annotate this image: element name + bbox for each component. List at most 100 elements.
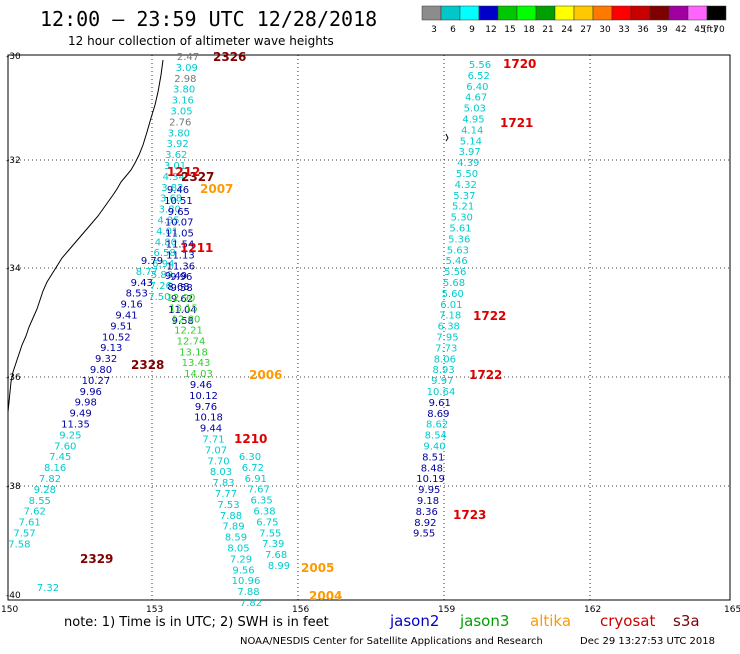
wave-height-labels: 2.473.092.983.803.163.052.763.803.923.62… <box>8 50 536 609</box>
wave-height-value: 7.61 <box>18 518 40 529</box>
wave-height-value: 12.80 <box>172 315 201 326</box>
lon-label: 159 <box>438 605 455 615</box>
wave-height-value: 5.68 <box>443 278 465 289</box>
wave-height-value: 8.62 <box>426 420 448 431</box>
legend-bin-label: 36 <box>637 25 649 35</box>
lon-label: 165 <box>724 605 740 615</box>
satellite-legend-item: jason3 <box>459 612 509 630</box>
wave-height-value: 10.07 <box>165 218 194 229</box>
wave-height-value: 2.98 <box>174 74 196 85</box>
map-title: 12:00 – 23:59 UTC 12/28/2018 <box>40 7 377 31</box>
map-subtitle: 12 hour collection of altimeter wave hei… <box>68 34 334 48</box>
wave-height-value: 5.61 <box>449 224 471 235</box>
legend-swatch <box>516 5 537 21</box>
legend-swatch <box>440 5 461 21</box>
satellite-legend-item: s3a <box>673 612 700 630</box>
footer-note: note: 1) Time is in UTC; 2) SWH is in fe… <box>64 615 329 630</box>
wave-height-value: 7.82 <box>39 474 61 485</box>
wave-height-value: 4.67 <box>465 93 487 104</box>
legend-unit: (ft) <box>703 25 717 35</box>
wave-height-value: 7.70 <box>207 456 229 467</box>
wave-height-value: 7.18 <box>439 311 461 322</box>
wave-height-value: 3.97 <box>458 147 480 158</box>
wave-height-value: 5.46 <box>445 256 467 267</box>
wave-height-value: 8.59 <box>225 533 247 544</box>
wave-height-value: 5.30 <box>451 213 473 224</box>
wave-height-value: 9.96 <box>170 272 192 283</box>
legend-swatch <box>649 5 670 21</box>
wave-height-value: 11.05 <box>165 229 194 240</box>
legend-bin-label: 21 <box>542 25 553 35</box>
wave-height-value: 9.16 <box>120 300 142 311</box>
wave-height-value: 6.01 <box>440 300 462 311</box>
wave-height-value: 7.77 <box>215 489 237 500</box>
legend-bin-label: 39 <box>656 25 668 35</box>
pass-time-label: 2004 <box>309 589 342 603</box>
wave-height-value: 8.54 <box>425 431 447 442</box>
legend-swatch <box>687 5 708 21</box>
wave-height-value: 8.51 <box>422 452 444 463</box>
wave-height-value: 7.88 <box>220 511 242 522</box>
wave-height-value: 6.94 <box>152 259 174 270</box>
lon-label: 162 <box>584 605 601 615</box>
wave-height-value: 5.56 <box>469 60 491 71</box>
wave-height-value: 11.36 <box>166 261 195 272</box>
wave-height-value: 3.05 <box>170 107 192 118</box>
wave-height-value: 3.80 <box>173 85 195 96</box>
wave-height-value: 7.50 <box>148 292 170 303</box>
wave-height-value: 7.57 <box>13 529 35 540</box>
pass-time-label: 1723 <box>453 508 486 522</box>
legend-swatch <box>459 5 480 21</box>
satellite-legend-item: cryosat <box>600 612 655 630</box>
wave-height-value: 7.53 <box>217 500 239 511</box>
wave-height-value: 7.82 <box>240 598 262 609</box>
wave-height-value: 7.07 <box>205 445 227 456</box>
footer-credit: NOAA/NESDIS Center for Satellite Applica… <box>240 636 543 647</box>
legend-swatch <box>554 5 575 21</box>
color-legend: 3 6 9 12 15 18 21 24 27 30 33 36 39 42 45 70 <box>421 5 727 35</box>
pass-time-label: 2007 <box>200 182 233 196</box>
wave-height-value: 7.68 <box>265 550 287 561</box>
wave-height-value: 9.55 <box>413 529 435 540</box>
legend-bin-label: 3 <box>431 25 437 35</box>
wave-height-value: 8.69 <box>427 409 449 420</box>
wave-height-value: 7.83 <box>212 478 234 489</box>
wave-height-value: 13.15 <box>169 304 198 315</box>
legend-bin-label: 24 <box>561 25 573 35</box>
wave-height-value: 5.14 <box>460 136 482 147</box>
wave-height-value: 4.39 <box>457 158 479 169</box>
wave-height-value: 7.88 <box>237 587 259 598</box>
legend-swatch <box>421 5 442 21</box>
wave-height-value: 4.95 <box>462 115 484 126</box>
wave-height-value: 4.34 <box>163 172 185 183</box>
wave-height-value: 8.06 <box>434 354 456 365</box>
wave-height-value: 7.73 <box>435 343 457 354</box>
pass-time-label: 1210 <box>234 432 267 446</box>
wave-height-value: 7.62 <box>24 507 46 518</box>
legend-bin-label: 18 <box>523 25 535 35</box>
wave-height-value: 9.44 <box>200 424 222 435</box>
wave-height-value: 10.96 <box>232 576 261 587</box>
wave-height-value: 12.90 <box>167 293 196 304</box>
wave-height-value: 4.01 <box>156 226 178 237</box>
lat-label: -30 <box>6 52 21 62</box>
wave-height-value: 5.50 <box>456 169 478 180</box>
wave-height-value: 7.45 <box>49 452 71 463</box>
wave-height-value: 7.26 <box>150 281 172 292</box>
lat-label: -36 <box>6 373 21 383</box>
satellite-legend-item: altika <box>530 612 571 630</box>
wave-height-value: 9.58 <box>170 283 192 294</box>
pass-time-label: 2329 <box>80 552 113 566</box>
legend-swatch <box>668 5 689 21</box>
wave-height-value: 6.72 <box>242 463 264 474</box>
wave-height-value: 7.29 <box>230 554 252 565</box>
wave-height-value: 8.03 <box>210 467 232 478</box>
wave-height-value: 6.38 <box>438 322 460 333</box>
coastline <box>7 59 164 413</box>
wave-height-value: 9.96 <box>80 387 102 398</box>
pass-time-label: 1720 <box>503 57 536 71</box>
legend-swatch <box>478 5 499 21</box>
wave-height-value: 8.92 <box>414 518 436 529</box>
pass-time-label: 2005 <box>301 561 334 575</box>
